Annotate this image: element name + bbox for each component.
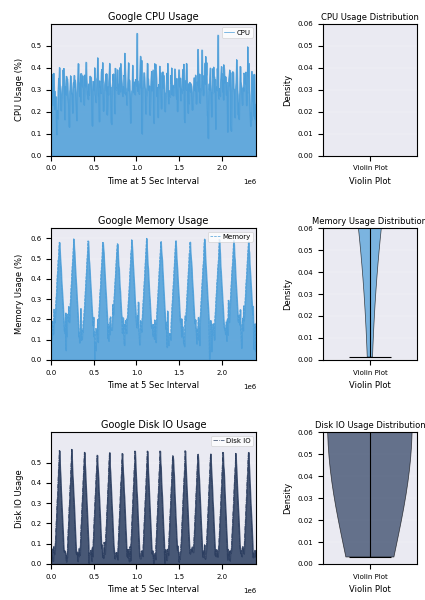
Memory (171, 267, 176, 274)
Title: CPU Usage Distribution: CPU Usage Distribution (321, 13, 419, 22)
Title: Google Memory Usage: Google Memory Usage (98, 216, 209, 226)
Y-axis label: Disk IO Usage: Disk IO Usage (15, 469, 25, 527)
CPU (171, 83, 176, 90)
X-axis label: Time at 5 Sec Interval: Time at 5 Sec Interval (108, 381, 200, 390)
Memory (254, 319, 259, 326)
Disk IO (48, 553, 54, 560)
X-axis label: Time at 5 Sec Interval: Time at 5 Sec Interval (108, 585, 200, 594)
Title: Google CPU Usage: Google CPU Usage (108, 12, 199, 22)
CPU (134, 29, 139, 37)
Text: 1e6: 1e6 (243, 179, 256, 185)
Disk IO (160, 503, 165, 511)
Memory (218, 250, 223, 257)
Memory (160, 273, 165, 280)
Memory (48, 323, 54, 331)
Disk IO (69, 446, 74, 453)
Y-axis label: Density: Density (283, 278, 292, 310)
Line: Memory: Memory (51, 238, 256, 359)
X-axis label: Violin Plot: Violin Plot (349, 381, 391, 390)
Memory (249, 304, 255, 311)
CPU (146, 87, 151, 94)
Legend: Memory: Memory (208, 232, 252, 242)
CPU (218, 92, 223, 100)
Legend: CPU: CPU (222, 28, 252, 38)
CPU (48, 89, 54, 96)
CPU (254, 122, 259, 129)
Legend: Disk IO: Disk IO (211, 436, 252, 446)
CPU (160, 85, 165, 92)
CPU (205, 134, 210, 142)
Memory (147, 290, 152, 298)
Disk IO (218, 514, 223, 521)
Memory (92, 356, 97, 363)
Title: Memory Usage Distribution: Memory Usage Distribution (312, 217, 425, 226)
Memory (148, 311, 153, 319)
CPU (147, 99, 153, 106)
Text: 1e6: 1e6 (243, 383, 256, 389)
Text: 1e6: 1e6 (243, 588, 256, 594)
X-axis label: Time at 5 Sec Interval: Time at 5 Sec Interval (108, 177, 200, 186)
Line: Disk IO: Disk IO (51, 449, 256, 563)
Disk IO (162, 560, 167, 567)
Title: Google Disk IO Usage: Google Disk IO Usage (101, 420, 206, 430)
Disk IO (249, 532, 255, 539)
Disk IO (147, 514, 153, 521)
Title: Disk IO Usage Distribution: Disk IO Usage Distribution (314, 421, 425, 430)
Disk IO (254, 548, 259, 555)
Y-axis label: CPU Usage (%): CPU Usage (%) (15, 58, 25, 121)
Line: CPU: CPU (51, 33, 256, 138)
Disk IO (171, 472, 176, 479)
Memory (144, 235, 149, 242)
CPU (249, 82, 255, 89)
Y-axis label: Memory Usage (%): Memory Usage (%) (15, 254, 25, 334)
X-axis label: Violin Plot: Violin Plot (349, 585, 391, 594)
Y-axis label: Density: Density (283, 482, 292, 514)
Disk IO (146, 485, 151, 493)
Y-axis label: Density: Density (283, 74, 292, 106)
X-axis label: Violin Plot: Violin Plot (349, 177, 391, 186)
